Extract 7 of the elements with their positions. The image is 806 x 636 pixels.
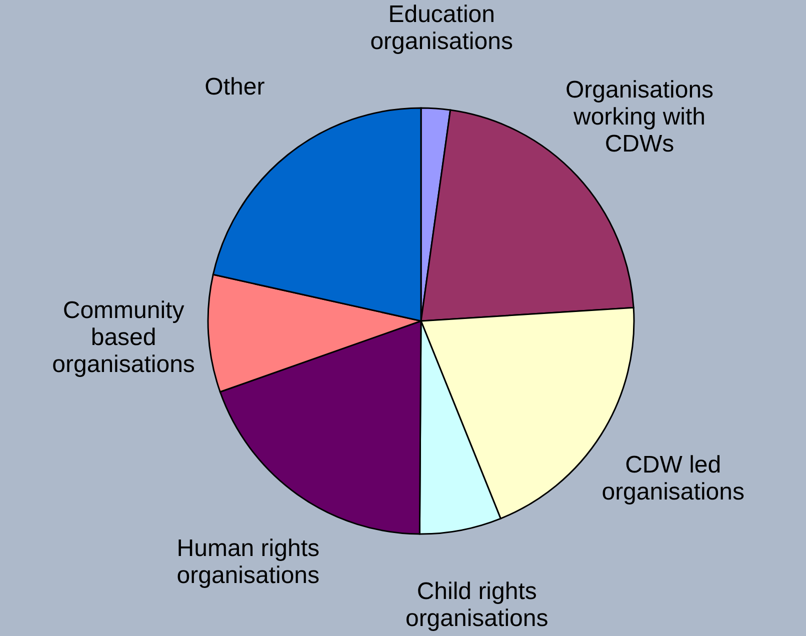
slice-label: Community based organisations [52, 297, 195, 378]
slice-label: Human rights organisations [176, 536, 320, 590]
slice-label: Organisations working with CDWs [565, 76, 714, 158]
slice-label: Other [204, 74, 265, 101]
slice-label: Child rights organisations [405, 578, 548, 632]
slice-label: CDW led organisations [602, 452, 744, 506]
slice-label: Education organisations [370, 1, 513, 56]
